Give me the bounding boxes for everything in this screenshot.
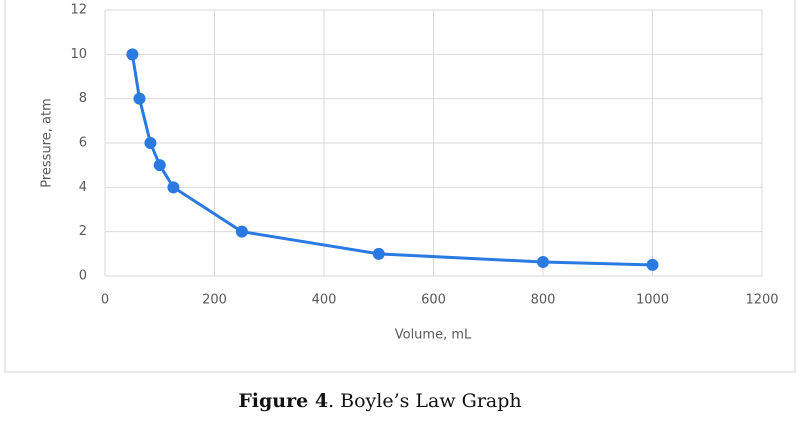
data-line	[130, 54, 653, 267]
y-axis-label: Pressure, atm	[40, 98, 55, 188]
y-tick-label: 6	[79, 136, 87, 151]
chart: Pressure, atm Volume, mL 0 2 4 6 8 10 12 0 200 40…	[4, 0, 796, 373]
y-tick-label: 4	[79, 180, 87, 195]
x-axis-label: Volume, mL	[395, 328, 472, 343]
x-tick-label: 1200	[745, 293, 778, 308]
data-point	[537, 256, 549, 269]
data-point	[144, 137, 157, 149]
caption-label: Figure 4	[238, 390, 329, 412]
y-tick-label: 12	[70, 3, 87, 18]
y-tick-label: 8	[79, 91, 87, 106]
data-point	[372, 247, 385, 260]
x-tick-label: 800	[531, 293, 556, 308]
data-point	[153, 159, 166, 172]
data-point	[646, 258, 659, 271]
x-tick-label: 400	[312, 293, 337, 308]
chart-frame	[4, 0, 796, 373]
x-tick-label: 0	[101, 293, 109, 308]
data-point	[235, 225, 248, 238]
x-tick-label: 600	[421, 293, 446, 308]
data-point	[167, 181, 180, 194]
caption-text: . Boyle’s Law Graph	[328, 390, 522, 412]
x-tick-label: 1000	[636, 293, 669, 308]
data-point	[126, 48, 139, 61]
caption: Figure 4. Boyle’s Law Graph	[0, 390, 760, 412]
y-tick-label: 10	[70, 47, 87, 62]
y-tick-label: 0	[79, 269, 87, 284]
x-tick-label: 200	[202, 293, 227, 308]
y-tick-label: 2	[79, 224, 87, 239]
data-point	[133, 92, 146, 105]
